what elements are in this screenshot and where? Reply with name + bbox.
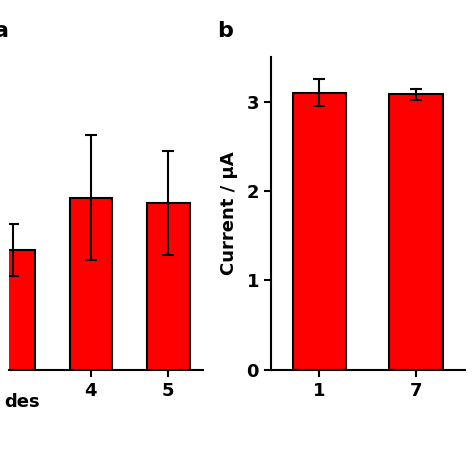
Bar bbox=[0, 250, 35, 474]
Bar bbox=[70, 198, 112, 474]
Bar bbox=[147, 203, 190, 474]
Text: des: des bbox=[5, 393, 40, 411]
Bar bbox=[292, 92, 346, 370]
Y-axis label: Current / μA: Current / μA bbox=[220, 152, 238, 275]
Text: b: b bbox=[217, 21, 233, 41]
Text: a: a bbox=[0, 21, 9, 41]
Bar bbox=[390, 94, 443, 370]
